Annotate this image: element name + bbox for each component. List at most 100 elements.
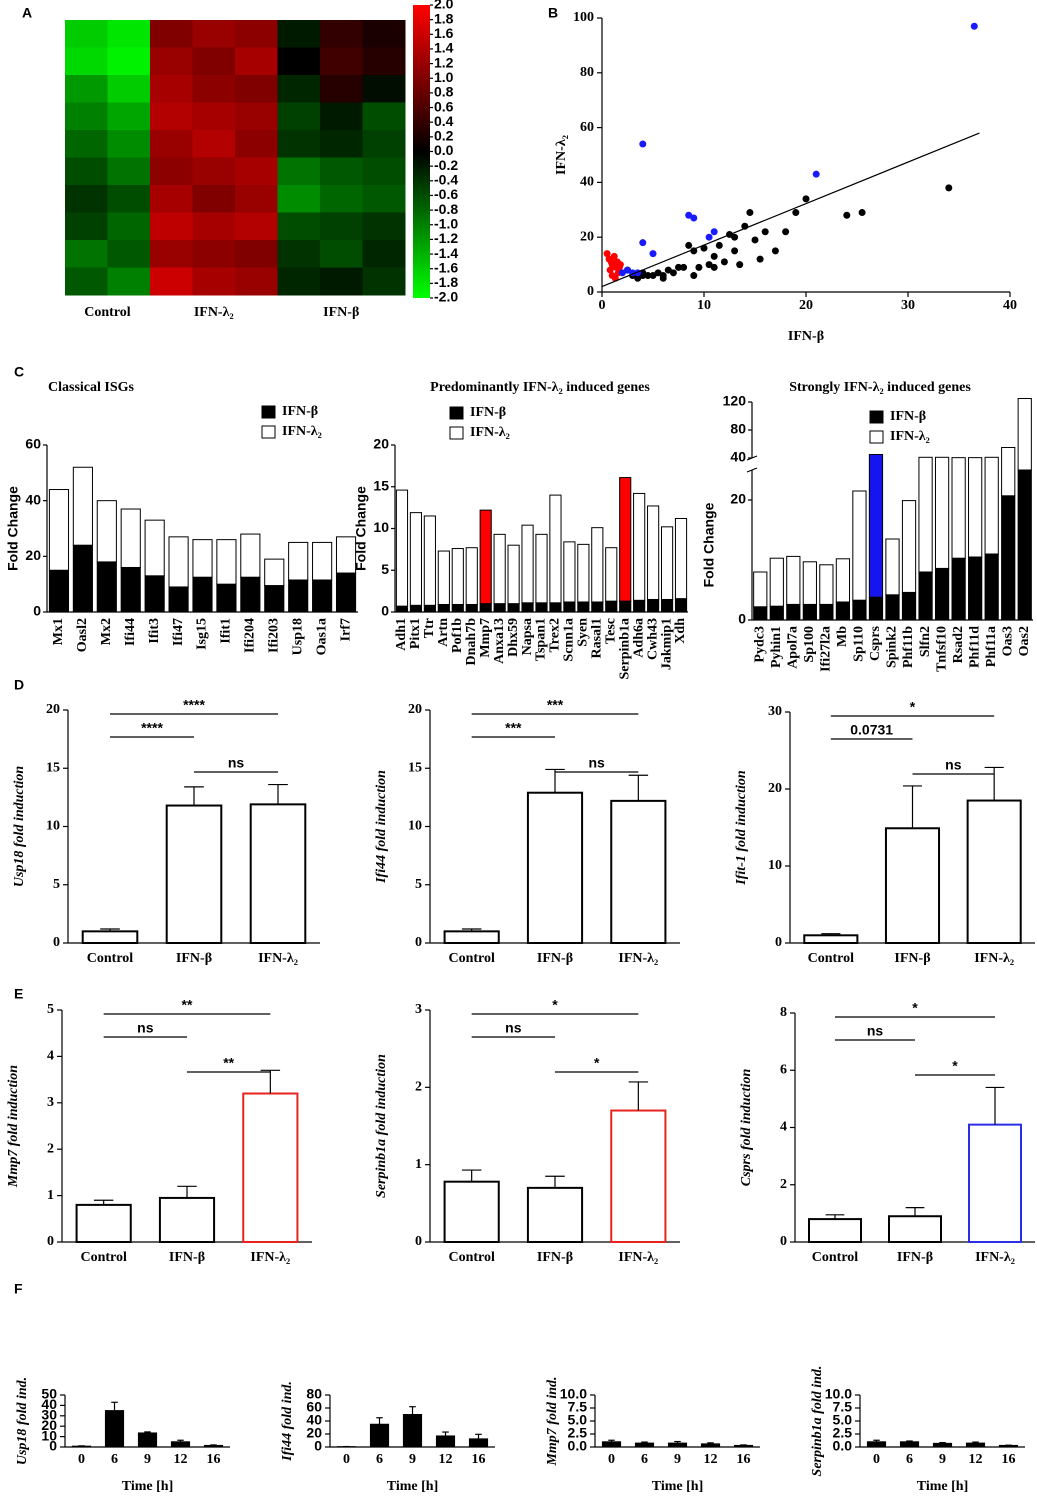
heat-cell xyxy=(107,157,151,186)
x-tick-label: Pof1b xyxy=(450,618,465,653)
y-tick-label: 0 xyxy=(415,935,422,950)
x-tick-label: Tesc xyxy=(603,618,618,644)
y-tick-label: 40 xyxy=(41,1396,57,1412)
error-bar xyxy=(972,1441,979,1444)
bar-segment xyxy=(901,591,917,621)
x-tick-label: Irf7 xyxy=(338,618,353,641)
x-tick-label: Napsa xyxy=(520,618,535,655)
heat-cell xyxy=(192,185,236,213)
bar-segment xyxy=(192,576,213,613)
bar-segment xyxy=(549,494,562,604)
bar-segment xyxy=(216,583,237,613)
panel-letter: D xyxy=(14,677,24,693)
x-axis-label: Time [h] xyxy=(652,1479,703,1494)
x-tick-label: Xdh xyxy=(673,618,688,644)
y-axis-label: Fold Change xyxy=(5,486,21,571)
error-bar xyxy=(177,1185,197,1198)
y-tick-label: 5 xyxy=(53,877,60,892)
heat-cell xyxy=(235,185,278,213)
bar-segment xyxy=(96,561,117,613)
bar-segment xyxy=(521,602,534,613)
color-tick-label: -1.0 xyxy=(434,215,458,231)
heat-cell xyxy=(235,212,278,241)
x-tick-label: IFN-λ₂ xyxy=(974,951,1014,966)
x-tick-label: Phf11d xyxy=(967,626,982,668)
y-tick-label: 60 xyxy=(25,436,41,452)
x-tick-label: Tspan1 xyxy=(534,618,549,661)
bar xyxy=(899,1441,920,1448)
heat-cell xyxy=(107,185,151,213)
heat-cell xyxy=(65,47,108,76)
bar-segment xyxy=(507,544,520,605)
x-tick-label: Mx1 xyxy=(51,618,66,645)
error-bar xyxy=(902,785,923,829)
heat-cell xyxy=(362,20,406,48)
heat-cell xyxy=(277,157,321,186)
bar xyxy=(443,930,500,944)
bar-segment xyxy=(968,457,983,558)
heat-cell xyxy=(107,102,151,131)
heat-cell xyxy=(150,130,193,158)
bar-segment xyxy=(409,512,423,606)
heat-cell xyxy=(65,75,108,103)
y-tick-label: 20 xyxy=(306,1425,322,1441)
error-bar xyxy=(674,1440,681,1444)
x-tick-label: 30 xyxy=(901,298,915,313)
error-bar xyxy=(442,1431,449,1436)
x-tick-label: Control xyxy=(87,951,134,966)
bar-segment xyxy=(423,604,436,613)
color-tick-label: -1.4 xyxy=(434,245,458,261)
point xyxy=(690,214,698,222)
bar xyxy=(968,1123,1022,1243)
y-tick-label: 20 xyxy=(768,781,782,796)
y-tick-label: 0 xyxy=(381,603,389,619)
point xyxy=(700,244,708,252)
y-axis-label: Ifit-1 fold induction xyxy=(734,770,749,886)
heat-cell xyxy=(362,75,406,103)
x-tick-label: 6 xyxy=(641,1452,648,1467)
heat-cell xyxy=(192,20,236,48)
legend-swatch xyxy=(449,426,464,440)
x-tick-label: 0 xyxy=(78,1452,85,1467)
bar-segment xyxy=(312,579,333,613)
y-tick-label: 80 xyxy=(580,65,594,80)
error-bar xyxy=(93,1199,114,1205)
bar xyxy=(203,1444,224,1448)
point xyxy=(715,241,723,249)
legend-swatch xyxy=(869,430,884,444)
x-tick-label: 6 xyxy=(376,1452,383,1467)
x-tick-label: Sp110 xyxy=(852,626,867,662)
bar-segment xyxy=(868,454,884,598)
heat-cell xyxy=(235,157,278,186)
heat-cell xyxy=(277,102,321,131)
y-tick-label: 20 xyxy=(46,702,60,717)
heat-cell xyxy=(107,20,151,48)
heat-cell xyxy=(107,240,151,268)
x-tick-label: Control xyxy=(448,1250,495,1265)
x-tick-label: Trex2 xyxy=(548,618,563,652)
bar xyxy=(104,1410,125,1448)
color-tick-label: 1.6 xyxy=(434,25,454,41)
bar-segment xyxy=(674,517,688,600)
bar-segment xyxy=(216,539,237,585)
y-axis-label: Ifi44 fold induction xyxy=(374,770,389,884)
color-tick-label: -2.0 xyxy=(434,289,458,305)
x-tick-label: Mx2 xyxy=(99,618,114,645)
bar-segment xyxy=(549,602,562,613)
y-tick-label: 10 xyxy=(41,1427,57,1443)
bar xyxy=(165,804,223,945)
bar-segment xyxy=(753,606,768,621)
bar xyxy=(601,1441,622,1448)
y-tick-label: 0 xyxy=(314,1438,322,1454)
heat-cell xyxy=(192,47,236,76)
color-tick-label: -1.2 xyxy=(434,230,458,246)
bar xyxy=(526,791,584,945)
point xyxy=(680,263,688,271)
bar-segment xyxy=(312,541,333,581)
bar-segment xyxy=(48,489,70,571)
error-bar xyxy=(210,1444,217,1446)
x-tick-label: 20 xyxy=(799,298,813,313)
y-axis-label: Fold Change xyxy=(701,502,717,587)
bar-segment xyxy=(786,555,801,605)
x-tick-label: Ifi44 xyxy=(123,618,138,646)
